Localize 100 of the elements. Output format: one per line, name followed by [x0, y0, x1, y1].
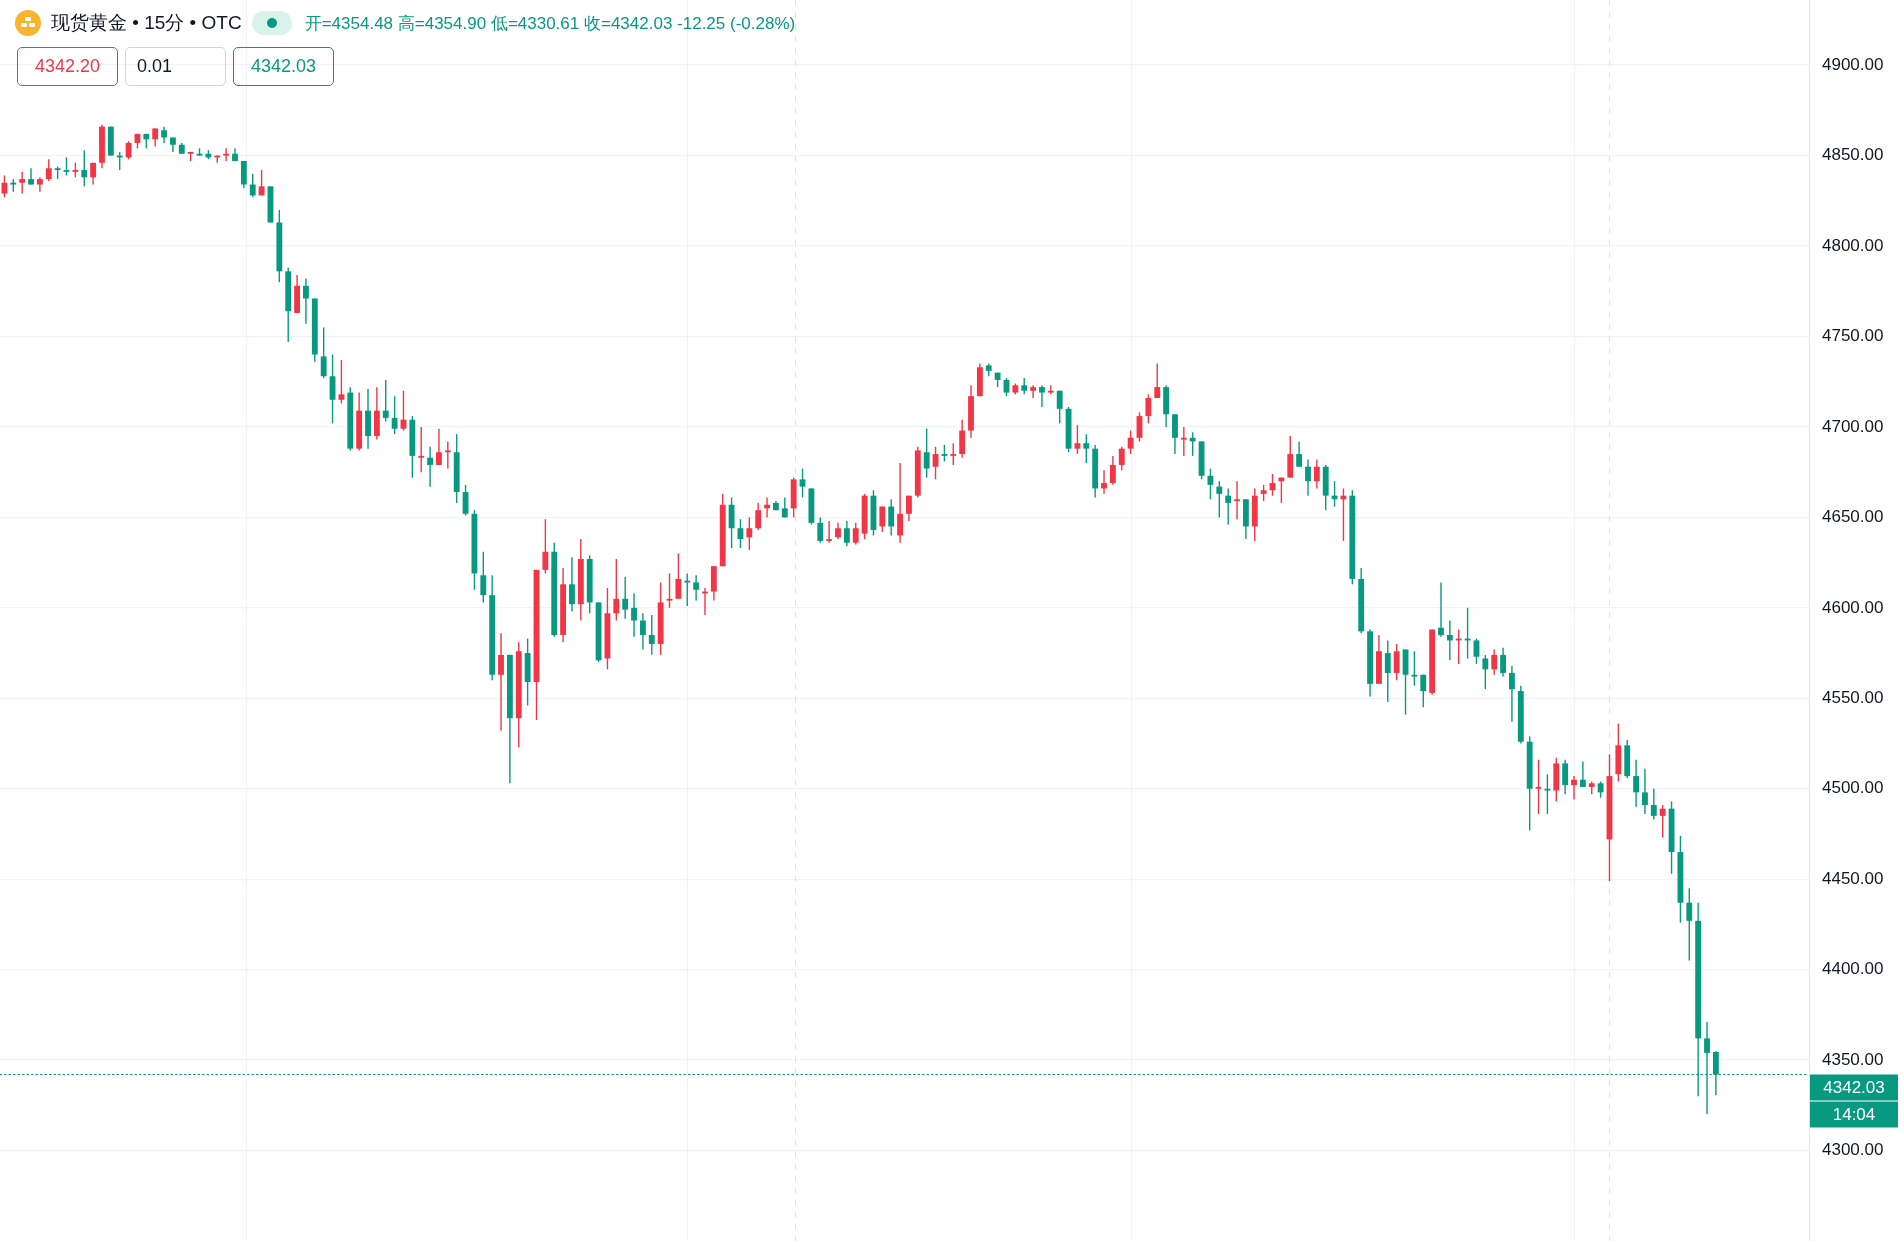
candlestick [125, 140, 132, 160]
candlestick [382, 379, 389, 423]
candlestick [1056, 390, 1063, 425]
candlestick [1287, 435, 1294, 479]
y-tick-label: 4300.00 [1822, 1140, 1884, 1160]
y-tick-label: 4850.00 [1822, 145, 1884, 165]
candlestick [1491, 648, 1498, 676]
candlestick [1225, 487, 1232, 526]
candlestick [1118, 446, 1125, 472]
candlestick [1101, 469, 1107, 495]
annotation: 4342.03 [233, 47, 334, 86]
ref-line-label: 4342.03 [1823, 1078, 1885, 1098]
candlestick [1296, 440, 1303, 468]
candlestick [639, 612, 646, 651]
candlestick [950, 442, 957, 466]
candlestick [1127, 429, 1134, 455]
candlestick [498, 632, 504, 732]
candlestick [28, 167, 34, 186]
candlestick [1039, 384, 1045, 408]
candlestick [258, 169, 265, 197]
candlestick [959, 419, 966, 459]
candlestick [666, 572, 673, 609]
candlestick [1109, 455, 1116, 486]
candlestick [1154, 362, 1161, 399]
candlestick [303, 277, 309, 325]
candlestick [888, 498, 895, 537]
candlestick [338, 359, 345, 405]
candlestick [1642, 768, 1648, 815]
y-tick-label: 4600.00 [1822, 597, 1884, 617]
y-tick-label: 4550.00 [1822, 687, 1884, 707]
candlestick [436, 428, 442, 466]
candlestick [1659, 804, 1666, 839]
candlestick [648, 614, 655, 656]
candlestick [1393, 643, 1400, 681]
candlestick [240, 160, 247, 189]
candlestick [817, 516, 824, 544]
candlestick [1047, 384, 1054, 396]
candlestick [427, 446, 434, 488]
candlestick [1633, 759, 1640, 808]
candlestick [1313, 458, 1320, 490]
annotation: 4342.20 [17, 47, 118, 86]
candlestick [1446, 619, 1453, 661]
candlestick [693, 574, 700, 602]
candlestick [1420, 674, 1427, 709]
candlestick [320, 326, 327, 379]
text: 14:04 [1832, 1105, 1876, 1125]
candlestick [1509, 665, 1515, 723]
candlestick [1562, 759, 1569, 795]
candlestick [480, 551, 487, 604]
candlestick [152, 127, 159, 148]
candlestick [1571, 775, 1577, 801]
y-tick-label: 4900.00 [1822, 54, 1884, 74]
candlestick [1074, 424, 1081, 455]
candlestick [444, 440, 451, 470]
candlestick [622, 576, 629, 620]
y-tick-label: 4650.00 [1822, 507, 1884, 527]
candlestick [755, 502, 762, 531]
candlestick [799, 467, 806, 499]
candlestick [1216, 480, 1223, 519]
candlestick [418, 426, 425, 473]
candlestick [746, 516, 753, 551]
y-tick-label: 4500.00 [1822, 778, 1884, 798]
y-tick-label: 4750.00 [1822, 326, 1884, 346]
candlestick [1579, 760, 1586, 788]
y-tick-label: 4400.00 [1822, 959, 1884, 979]
candlestick [36, 176, 43, 193]
candlestick [684, 572, 691, 607]
candlestick [569, 556, 575, 613]
candlestick [728, 496, 735, 549]
candlestick [1180, 426, 1187, 457]
annotation: 0.01 [125, 47, 226, 86]
candlestick [1438, 581, 1444, 638]
candlestick [1500, 646, 1506, 678]
y-tick-label: 4700.00 [1822, 416, 1884, 436]
candlestick [631, 592, 637, 638]
candlestick [1384, 639, 1391, 703]
candlestick [542, 518, 549, 575]
y-tick-label: 4350.00 [1822, 1049, 1884, 1069]
candlestick [249, 172, 256, 198]
candlestick [45, 158, 52, 182]
candlestick [1030, 384, 1037, 399]
candlestick [675, 552, 682, 600]
candlestick [879, 505, 886, 533]
candlestick [1544, 773, 1551, 815]
candlestick [613, 558, 620, 622]
text: 开=4354.48 高=4354.90 低=4330.61 收=4342.03 -12.25 (-0.28%) [304, 12, 796, 35]
candlestick [826, 520, 833, 544]
candlestick [63, 156, 70, 177]
candlestick [1411, 650, 1418, 687]
y-tick-label: 4800.00 [1822, 235, 1884, 255]
text: 现货黄金 • 15分 • OTC [51, 11, 242, 35]
candlestick [1535, 759, 1542, 815]
candlestick [223, 147, 230, 162]
candlestick [897, 462, 903, 544]
candlestick [843, 520, 850, 548]
candlestick [19, 171, 26, 195]
candlestick [391, 395, 398, 435]
candlestick [1234, 480, 1240, 520]
candlestick [1145, 393, 1152, 425]
candlestick [906, 494, 912, 522]
